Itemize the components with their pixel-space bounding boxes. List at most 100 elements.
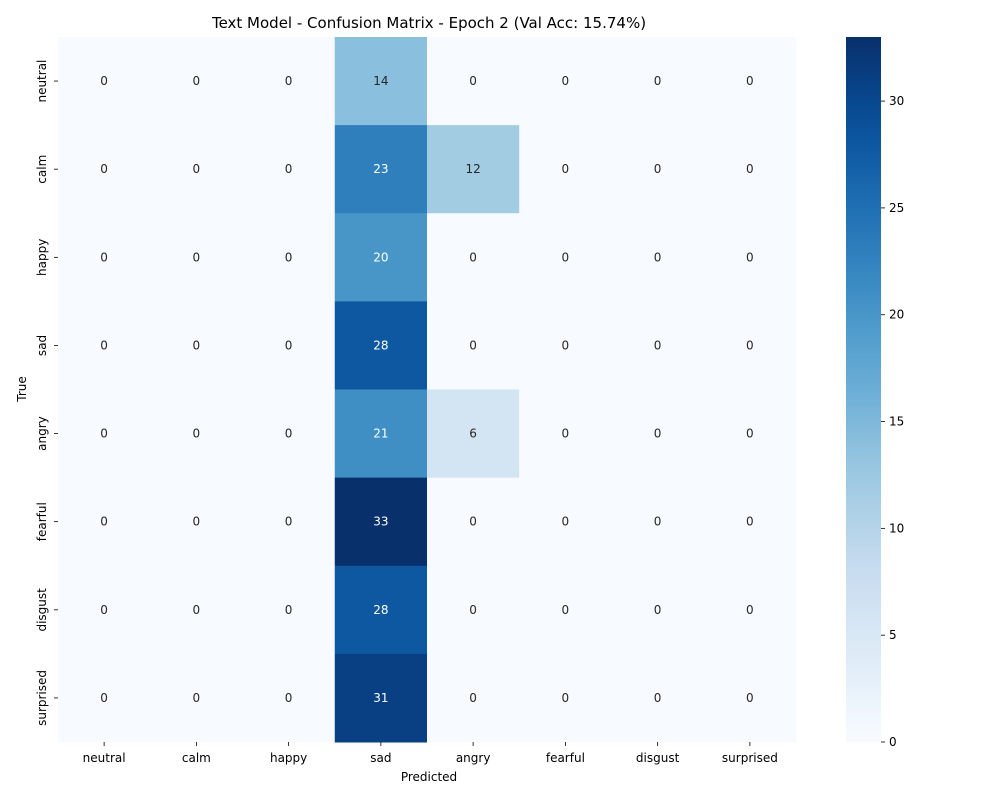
heatmap-cell	[427, 37, 520, 126]
heatmap-cell	[334, 653, 428, 743]
x-tick-label: angry	[456, 751, 491, 765]
colorbar-tick-label: 20	[889, 308, 904, 322]
y-tick-label: neutral	[35, 60, 49, 103]
cell-value-label: 0	[746, 427, 754, 441]
heatmap-cell	[242, 653, 336, 743]
colorbar-ticks: 0 5 10 15 20 25 30	[881, 94, 904, 749]
heatmap-cell	[611, 565, 705, 655]
cell-value-label: 0	[193, 515, 201, 529]
colorbar-tick-label: 10	[889, 521, 904, 535]
heatmap-cell	[242, 565, 336, 655]
x-tick-label: disgust	[636, 751, 680, 765]
cell-value-label: 14	[373, 74, 388, 88]
y-tick-label: surprised	[35, 670, 49, 726]
cell-value-label: 0	[285, 338, 293, 352]
y-tick-labels: neutral calm happy sad angry fearful disgust su…	[35, 60, 58, 726]
heatmap-cell	[242, 213, 336, 302]
x-tick-label: calm	[182, 751, 211, 765]
heatmap-cell	[703, 37, 797, 126]
x-tick-labels: neutral calm happy sad angry fearful disgust su…	[83, 742, 778, 765]
cell-value-label: 33	[373, 515, 388, 529]
cell-value-label: 0	[654, 515, 662, 529]
cell-value-label: 6	[469, 427, 477, 441]
cell-value-label: 12	[465, 162, 480, 176]
cell-value-label: 0	[469, 691, 477, 705]
heatmap-cell	[703, 301, 797, 390]
heatmap-cell	[334, 301, 428, 390]
heatmap-cell	[611, 477, 705, 567]
heatmap-cell	[58, 125, 151, 214]
cell-value-label: 0	[193, 338, 201, 352]
cell-value-label: 0	[285, 515, 293, 529]
cell-value-label: 0	[562, 250, 570, 264]
heatmap-cell	[611, 125, 705, 214]
heatmap-cell	[242, 477, 336, 567]
heatmap-cell	[150, 301, 243, 390]
heatmap-cell	[519, 37, 612, 126]
cell-value-label: 0	[654, 427, 662, 441]
y-tick-label: calm	[35, 155, 49, 184]
colorbar-tick-label: 25	[889, 201, 904, 215]
heatmap-cell	[703, 389, 797, 479]
cell-value-label: 0	[654, 74, 662, 88]
cell-value-label: 20	[373, 250, 388, 264]
x-tick-label: surprised	[722, 751, 778, 765]
cell-value-label: 0	[654, 691, 662, 705]
heatmap-cell	[334, 565, 428, 655]
heatmap-cell	[150, 565, 243, 655]
heatmap-cell	[519, 389, 612, 479]
cell-value-label: 0	[193, 691, 201, 705]
heatmap-cell	[427, 389, 520, 479]
heatmap-cell	[150, 389, 243, 479]
heatmap-cell	[611, 389, 705, 479]
cell-value-label: 28	[373, 338, 388, 352]
heatmap-cell	[519, 125, 612, 214]
cell-value-label: 0	[100, 603, 108, 617]
colorbar	[846, 37, 881, 742]
cell-value-label: 0	[562, 603, 570, 617]
cell-value-label: 0	[654, 603, 662, 617]
heatmap-cell	[427, 213, 520, 302]
heatmap-cell	[242, 125, 336, 214]
colorbar-tick-label: 15	[889, 415, 904, 429]
heatmap-cell	[242, 389, 336, 479]
cell-value-label: 0	[562, 162, 570, 176]
heatmap-cell	[703, 565, 797, 655]
heatmap-cell	[58, 213, 151, 302]
heatmap-cell	[334, 37, 428, 126]
cell-value-label: 0	[469, 250, 477, 264]
heatmap-cell	[58, 565, 151, 655]
cell-value-label: 0	[193, 74, 201, 88]
heatmap-cell	[703, 653, 797, 743]
y-tick-label: sad	[35, 335, 49, 356]
heatmap-cell	[611, 301, 705, 390]
heatmap-cell	[611, 37, 705, 126]
y-tick-label: angry	[35, 416, 49, 451]
heatmap-cell	[611, 653, 705, 743]
cell-value-label: 0	[193, 162, 201, 176]
cell-value-label: 0	[746, 74, 754, 88]
cell-value-label: 0	[469, 74, 477, 88]
heatmap-cell	[703, 213, 797, 302]
heatmap-cell	[334, 389, 428, 479]
heatmap-cell	[242, 301, 336, 390]
heatmap-cell	[519, 565, 612, 655]
cell-value-label: 0	[285, 603, 293, 617]
heatmap-cell	[334, 213, 428, 302]
cell-value-label: 0	[746, 338, 754, 352]
cell-value-label: 0	[285, 691, 293, 705]
cell-value-label: 21	[373, 427, 388, 441]
cell-value-label: 28	[373, 603, 388, 617]
heatmap-cell	[427, 301, 520, 390]
cell-value-label: 0	[285, 427, 293, 441]
cell-value-label: 0	[100, 250, 108, 264]
heatmap-cell	[427, 477, 520, 567]
heatmap-cell	[150, 213, 243, 302]
colorbar-tick-label: 0	[889, 735, 897, 749]
heatmap-cell	[611, 213, 705, 302]
heatmap-cell	[519, 301, 612, 390]
heatmap-cell	[334, 125, 428, 214]
cell-value-label: 0	[100, 427, 108, 441]
cell-value-label: 0	[100, 515, 108, 529]
heatmap-cell	[58, 477, 151, 567]
